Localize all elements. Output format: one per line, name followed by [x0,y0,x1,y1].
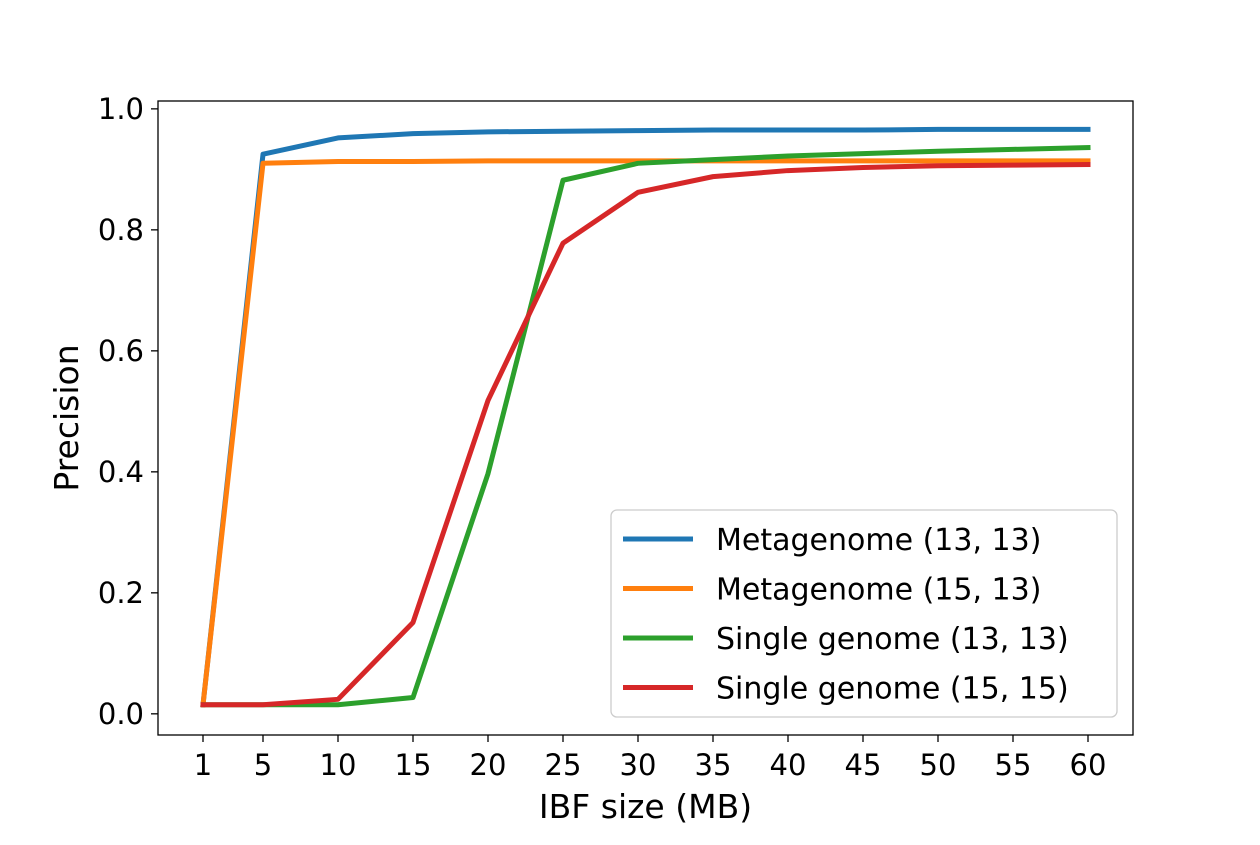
y-axis-label: Precision [47,344,86,491]
x-tick-label: 20 [470,748,507,782]
series-layer [200,126,1091,708]
x-tick-label: 40 [770,748,807,782]
series-line-1 [200,126,1091,708]
y-tick-label: 0.8 [98,213,144,247]
y-tick-label: 1.0 [98,92,144,126]
legend-label: Single genome (15, 15) [716,672,1069,707]
legend-label: Single genome (13, 13) [716,622,1069,657]
x-tick-label: 30 [620,748,657,782]
legend-label: Metagenome (13, 13) [716,523,1041,558]
x-tick-label: 10 [320,748,357,782]
y-tick-label: 0.4 [98,455,144,489]
x-tick-label: 60 [1070,748,1107,782]
y-tick-label: 0.0 [98,697,144,731]
x-tick-label: 15 [395,748,432,782]
y-axis: 0.0 0.2 0.4 0.6 0.8 1.0 [98,92,158,731]
series-line-4 [200,161,1091,708]
legend: Metagenome (13, 13) Metagenome (15, 13) Si… [610,509,1118,718]
x-tick-label: 55 [995,748,1032,782]
x-axis-label: IBF size (MB) [539,787,752,826]
legend-box [610,509,1118,718]
legend-items: Metagenome (13, 13) Metagenome (15, 13) Si… [623,523,1069,707]
x-tick-label: 25 [545,748,582,782]
y-tick-label: 0.6 [98,334,144,368]
x-tick-label: 45 [845,748,882,782]
x-tick-label: 5 [254,748,272,782]
series-line-3 [200,145,1091,708]
x-tick-label: 35 [695,748,732,782]
x-axis: 1 5 10 15 20 25 30 35 40 45 50 55 60 [194,735,1107,782]
plot-frame [157,100,1134,736]
y-tick-label: 0.2 [98,576,144,610]
x-tick-label: 50 [920,748,957,782]
x-tick-label: 1 [194,748,212,782]
legend-label: Metagenome (15, 13) [716,573,1041,608]
